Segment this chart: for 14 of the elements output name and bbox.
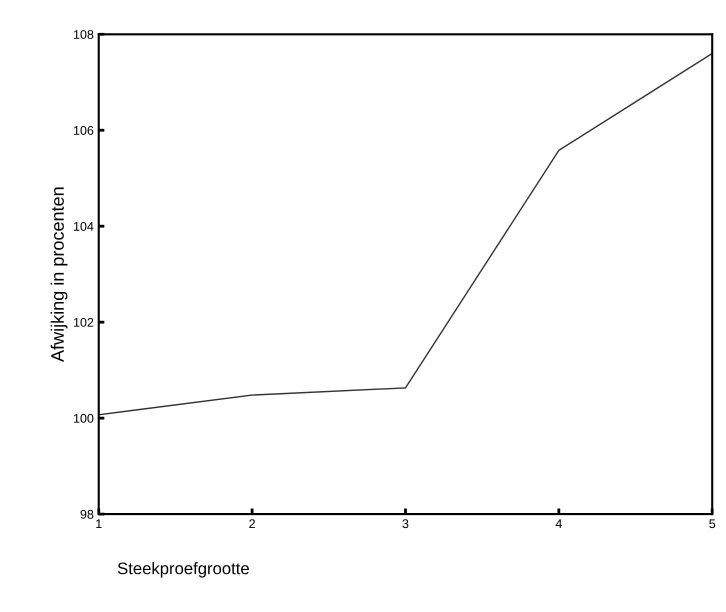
y-tick-label: 106 (74, 126, 94, 135)
y-tick-label: 104 (74, 222, 94, 231)
y-tick-label: 98 (80, 510, 94, 519)
x-axis-title: Steekproefgrootte (118, 562, 249, 578)
x-tick-label: 4 (556, 519, 562, 528)
x-tick-label: 2 (249, 519, 255, 528)
y-axis-title: Afwijking in procenten (50, 188, 68, 362)
x-tick-label: 3 (402, 519, 408, 528)
line-series (98, 52, 712, 416)
y-tick-label: 100 (74, 414, 94, 423)
y-tick-label: 102 (74, 318, 94, 327)
x-tick-label: 1 (96, 519, 102, 528)
y-tick-label: 108 (74, 30, 94, 39)
x-tick-label: 5 (709, 519, 716, 528)
